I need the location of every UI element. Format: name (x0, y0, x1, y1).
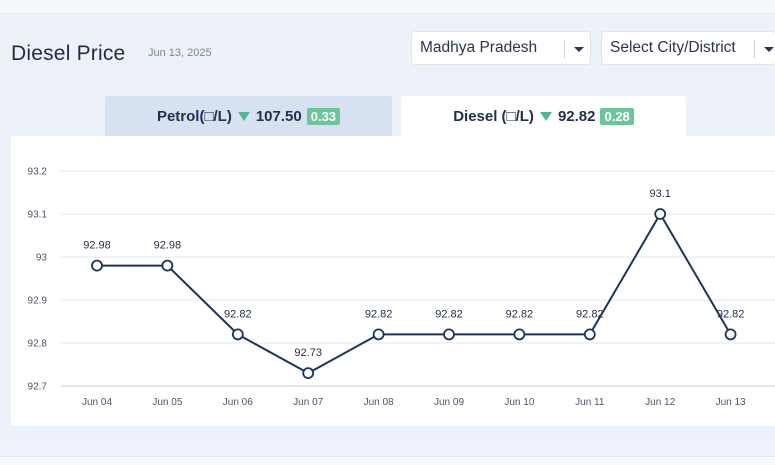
tab-diesel-change-badge: 0.28 (600, 107, 634, 125)
tab-petrol[interactable]: Petrol(□/L) 107.50 0.33 (105, 96, 392, 136)
x-tick-label: Jun 08 (364, 397, 394, 408)
top-strip (0, 0, 775, 14)
data-point (302, 367, 315, 380)
series-line (97, 213, 732, 375)
x-tick-label: Jun 07 (293, 397, 323, 408)
data-label: 93.1 (649, 188, 670, 200)
data-point (724, 328, 737, 341)
data-label: 92.82 (506, 308, 534, 320)
data-label: 92.98 (154, 240, 182, 252)
price-line-chart: 92.7 92.8 92.9 93 93.1 93.2 Jun 04 Jun 05 Jun 06… (28, 167, 775, 408)
data-label: 92.73 (294, 347, 322, 359)
data-point (231, 328, 244, 341)
state-select-value: Madhya Pradesh (420, 39, 538, 56)
page-date: Jun 13, 2025 (148, 47, 212, 59)
x-tick-label: Jun 05 (152, 397, 182, 408)
x-tick-label: Jun 11 (575, 397, 605, 408)
x-tick-label: Jun 13 (716, 397, 746, 408)
data-label: 92.82 (576, 308, 604, 320)
tab-diesel-label: Diesel (□/L) (453, 107, 534, 125)
tab-petrol-change-badge: 0.33 (306, 107, 341, 125)
data-label: 92.82 (224, 308, 252, 320)
y-tick-label: 93.1 (28, 210, 48, 221)
x-tick-label: Jun 09 (434, 397, 464, 408)
data-label: 92.82 (435, 308, 463, 320)
select-separator (564, 40, 565, 58)
y-tick-label: 93.2 (28, 167, 48, 178)
x-tick-label: Jun 04 (82, 397, 112, 408)
y-tick-label: 92.8 (28, 339, 48, 350)
down-triangle-icon (237, 111, 250, 121)
data-label: 92.82 (365, 308, 393, 320)
bottom-strip (0, 456, 775, 465)
data-point (443, 328, 455, 341)
data-point (583, 328, 596, 341)
state-select[interactable]: Madhya Pradesh (411, 31, 591, 65)
tab-petrol-price: 107.50 (255, 107, 302, 125)
page-title: Diesel Price (11, 42, 126, 65)
chevron-down-icon (764, 47, 774, 52)
y-tick-label: 92.9 (28, 296, 48, 307)
data-point (372, 328, 385, 341)
x-tick-label: Jun 06 (223, 397, 253, 408)
chevron-down-icon (574, 47, 584, 52)
down-triangle-icon (539, 111, 552, 121)
data-label: 92.82 (717, 308, 745, 320)
data-point (91, 259, 103, 272)
y-tick-label: 93 (36, 253, 48, 264)
city-select[interactable]: Select City/District (601, 31, 775, 65)
data-point (654, 208, 667, 220)
select-separator (754, 40, 755, 58)
data-point (513, 328, 526, 341)
data-label: 92.98 (83, 240, 111, 252)
chart-card: 92.7 92.8 92.9 93 93.1 93.2 Jun 04 Jun 05 Jun 06… (11, 136, 775, 426)
y-tick-label: 92.7 (28, 382, 48, 393)
tab-diesel[interactable]: Diesel (□/L) 92.82 0.28 (401, 96, 686, 136)
tab-petrol-label: Petrol(□/L) (156, 107, 232, 125)
data-point (161, 259, 174, 272)
x-tick-label: Jun 10 (504, 397, 534, 408)
city-select-value: Select City/District (610, 39, 736, 56)
tab-diesel-price: 92.82 (557, 107, 596, 125)
x-tick-label: Jun 12 (645, 397, 675, 408)
